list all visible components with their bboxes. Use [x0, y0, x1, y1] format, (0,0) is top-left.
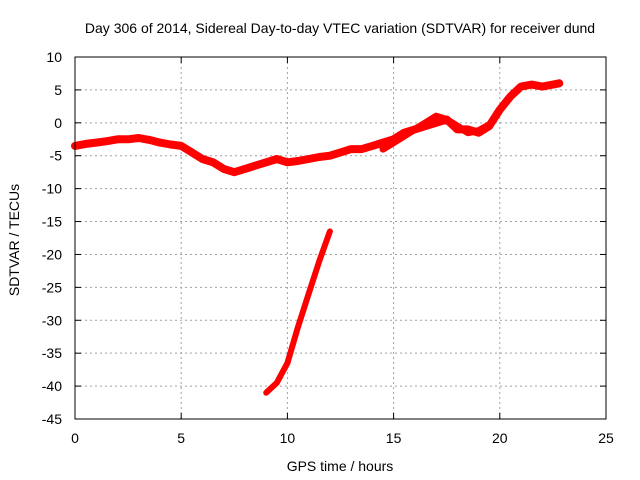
data-point [254, 164, 257, 168]
data-point [370, 144, 374, 148]
data-point [126, 137, 130, 141]
data-point [275, 381, 279, 385]
data-point [381, 141, 385, 145]
chart-title: Day 306 of 2014, Sidereal Day-to-day VTE… [85, 20, 595, 36]
data-point [477, 129, 481, 133]
tick-layer: 0 5 10 15 20 25 10 5 0 -5 -10 -15 -20 -25 -30 -35 -40 -45 [42, 49, 614, 446]
y-tick-label: -10 [42, 181, 62, 197]
data-point [466, 131, 470, 135]
data-point [264, 160, 268, 164]
data-point [349, 147, 353, 151]
data-point [328, 229, 332, 233]
data-point [285, 160, 289, 164]
x-tick-label: 5 [177, 430, 185, 446]
data-point [317, 259, 321, 263]
data-point [317, 155, 321, 159]
data-point [264, 391, 268, 395]
data-point [105, 139, 109, 143]
x-tick-label: 15 [386, 430, 402, 446]
data-point [307, 292, 311, 296]
data-point [296, 325, 300, 329]
data-point [137, 136, 141, 140]
y-tick-label: -25 [42, 279, 62, 295]
data-point [540, 85, 544, 89]
y-tick-label: -45 [42, 411, 62, 427]
data-point [455, 124, 459, 128]
data-point [200, 157, 204, 161]
data-point [381, 147, 385, 151]
y-tick-label: -30 [42, 312, 62, 328]
data-point [169, 143, 173, 146]
data-point [424, 121, 427, 125]
data-point [530, 83, 534, 87]
data-point [434, 114, 438, 118]
data-point [557, 81, 561, 85]
data-point [498, 108, 502, 112]
data-point [94, 141, 98, 145]
y-tick-label: -20 [42, 246, 62, 262]
y-tick-label: -15 [42, 214, 62, 230]
y-axis-label: SDTVAR / TECUs [6, 184, 22, 296]
data-point [519, 85, 523, 89]
y-tick-label: 0 [54, 115, 62, 131]
y-tick-label: -5 [50, 148, 63, 164]
data-point [434, 121, 438, 125]
x-tick-label: 20 [492, 430, 508, 446]
data-point [222, 167, 226, 171]
series-layer [71, 79, 564, 396]
data-point [116, 137, 119, 141]
data-point [232, 170, 236, 174]
data-point [360, 147, 364, 151]
data-point [147, 138, 151, 142]
data-point [296, 159, 300, 163]
data-point [307, 157, 311, 161]
data-point [158, 141, 162, 145]
plot-frame [74, 56, 607, 420]
data-point [551, 83, 555, 87]
data-point [392, 141, 396, 145]
data-point [445, 118, 449, 121]
data-point [413, 127, 417, 131]
y-tick-label: -40 [42, 378, 62, 394]
y-tick-label: 5 [54, 82, 62, 98]
data-point [84, 142, 88, 146]
data-point [285, 361, 289, 365]
y-tick-label: 10 [46, 49, 62, 65]
x-tick-label: 10 [280, 430, 296, 446]
data-point [402, 134, 406, 138]
data-point [487, 123, 491, 127]
data-point [328, 154, 332, 158]
data-point [508, 95, 512, 98]
y-tick-label: -35 [42, 345, 62, 361]
data-point [243, 167, 247, 171]
data-point [211, 160, 215, 164]
x-tick-label: 25 [598, 430, 614, 446]
data-point [275, 157, 279, 161]
x-axis-label: GPS time / hours [287, 458, 394, 474]
x-tick-label: 0 [71, 430, 79, 446]
data-point [190, 150, 194, 154]
data-point [339, 150, 342, 154]
data-point [179, 144, 183, 148]
